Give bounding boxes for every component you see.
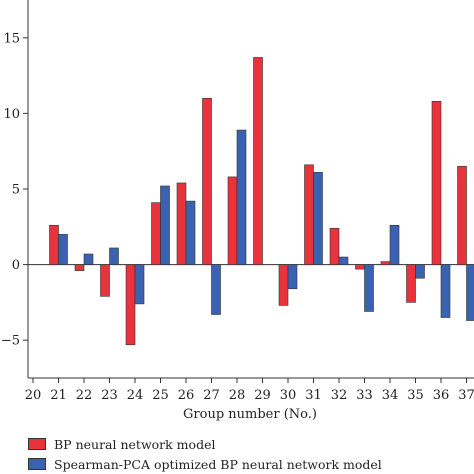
bar-spearman-pca-25 [160,185,170,265]
x-tick-label: 33 [356,388,373,403]
legend-item-spearman-pca: Spearman-PCA optimized BP neural network… [28,454,382,474]
bar-spearman-pca-23 [109,247,119,265]
bar-spearman-pca-37 [466,264,474,321]
x-tick-label: 23 [101,388,118,403]
bar-bp-29 [253,57,263,265]
bar-bp-25 [151,202,161,265]
bar-bp-30 [278,264,289,306]
bar-spearman-pca-24 [134,264,145,305]
bar-bp-22 [74,264,85,271]
bar-spearman-pca-22 [83,253,94,265]
legend-swatch-spearman-pca [28,458,46,470]
x-tick-label: 26 [178,388,195,403]
x-tick-label: 34 [382,388,399,403]
x-tick-label: 36 [433,388,450,403]
bar-bp-31 [304,164,314,265]
bar-spearman-pca-35 [415,264,425,279]
x-tick-label: 31 [305,388,322,403]
x-tick-label: 35 [407,388,424,403]
bar-spearman-pca-26 [185,200,196,265]
bar-bp-24 [125,264,136,346]
x-tick-label: 32 [331,388,348,403]
bar-bp-37 [457,166,467,265]
bar-spearman-pca-28 [236,129,247,265]
bar-bp-32 [329,228,340,265]
bar-spearman-pca-31 [313,172,323,265]
bar-spearman-pca-27 [211,264,221,315]
x-tick-label: 28 [229,388,246,403]
bar-bp-35 [406,264,416,303]
x-tick-label: 22 [76,388,93,403]
x-tick-label: 29 [254,388,271,403]
bar-bp-26 [176,182,187,265]
legend-label-spearman-pca: Spearman-PCA optimized BP neural network… [54,456,382,472]
bar-spearman-pca-21 [58,234,68,265]
legend: BP neural network model Spearman-PCA opt… [28,434,382,474]
x-tick-label: 21 [50,388,67,403]
x-tick-label: 25 [152,388,169,403]
bar-bp-27 [202,97,212,265]
bar-spearman-pca-34 [389,224,400,265]
bar-spearman-pca-33 [364,264,374,312]
bar-spearman-pca-30 [287,264,298,290]
bar-bp-21 [49,224,59,265]
bar-bp-23 [100,264,110,297]
bar-bp-33 [355,264,365,270]
legend-item-bp: BP neural network model [28,434,382,454]
y-tick-label: −5 [1,334,20,349]
y-tick-label: 15 [3,31,20,46]
bar-spearman-pca-32 [338,256,349,265]
x-tick-label: 30 [280,388,297,403]
x-tick-label: 37 [458,388,474,403]
legend-swatch-bp [28,438,46,450]
bar-bp-36 [431,101,442,265]
x-axis-title: Group number (No.) [183,407,317,422]
legend-label-bp: BP neural network model [54,436,216,452]
x-tick-label: 24 [127,388,144,403]
y-tick-label: 0 [12,258,20,273]
y-tick-label: 5 [12,183,20,198]
y-tick-label: 10 [3,107,20,122]
bar-bp-28 [227,176,238,265]
x-tick-label: 20 [25,388,42,403]
bar-bp-34 [380,261,391,265]
x-tick-label: 27 [203,388,220,403]
bar-spearman-pca-36 [440,264,451,318]
